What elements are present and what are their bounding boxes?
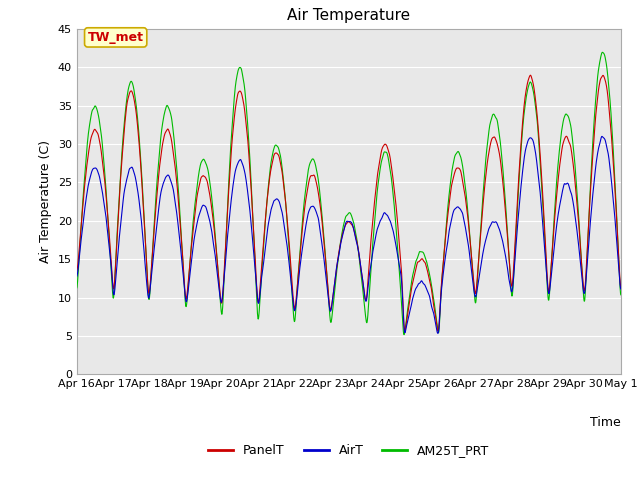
- AM25T_PRT: [617, 292, 625, 298]
- PanelT: [584, 227, 592, 232]
- Text: TW_met: TW_met: [88, 31, 144, 44]
- PanelT: [73, 267, 81, 273]
- PanelT: [225, 192, 232, 197]
- PanelT: [376, 155, 384, 161]
- PanelT: [617, 284, 625, 289]
- Y-axis label: Air Temperature (C): Air Temperature (C): [39, 140, 52, 263]
- PanelT: [570, 161, 577, 167]
- AirT: [507, 287, 515, 293]
- Text: Time: Time: [590, 416, 621, 429]
- AM25T_PRT: [569, 141, 577, 147]
- Legend: PanelT, AirT, AM25T_PRT: PanelT, AirT, AM25T_PRT: [203, 439, 495, 462]
- AM25T_PRT: [584, 231, 592, 237]
- AirT: [434, 331, 442, 336]
- AM25T_PRT: [507, 285, 515, 290]
- AM25T_PRT: [73, 285, 81, 291]
- AM25T_PRT: [598, 49, 606, 55]
- AirT: [617, 286, 625, 292]
- AirT: [569, 198, 577, 204]
- Title: Air Temperature: Air Temperature: [287, 9, 410, 24]
- Line: AirT: AirT: [77, 136, 621, 334]
- AirT: [73, 274, 81, 279]
- Line: AM25T_PRT: AM25T_PRT: [77, 52, 621, 335]
- AM25T_PRT: [225, 185, 232, 191]
- AM25T_PRT: [376, 166, 384, 172]
- AirT: [225, 224, 232, 230]
- PanelT: [435, 328, 442, 334]
- AM25T_PRT: [400, 332, 408, 337]
- AirT: [376, 218, 384, 224]
- AirT: [584, 250, 592, 255]
- PanelT: [527, 72, 534, 78]
- PanelT: [507, 279, 515, 285]
- PanelT: [365, 271, 372, 277]
- AirT: [598, 133, 605, 139]
- Line: PanelT: PanelT: [77, 75, 621, 331]
- AM25T_PRT: [365, 306, 372, 312]
- AirT: [365, 282, 372, 288]
